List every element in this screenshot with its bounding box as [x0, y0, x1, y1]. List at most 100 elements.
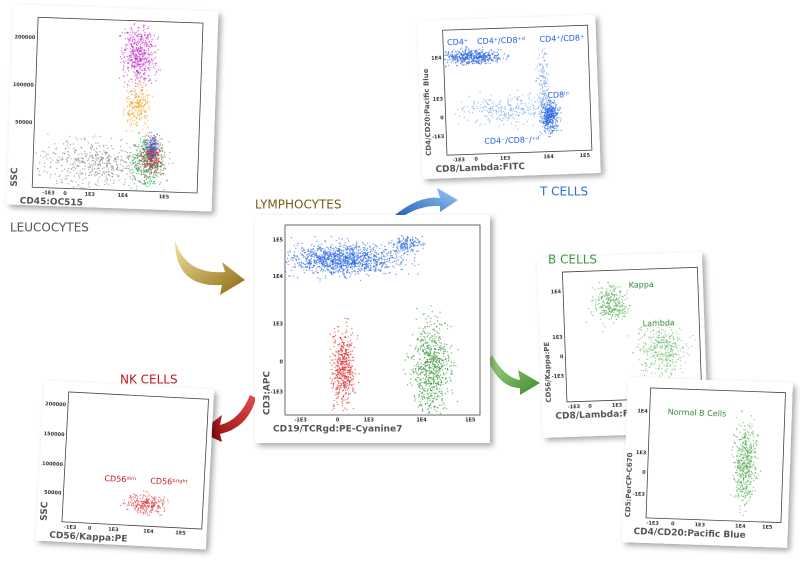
- event: [55, 147, 57, 149]
- event: [362, 241, 364, 244]
- event: [84, 187, 86, 189]
- event: [87, 159, 89, 162]
- event: [345, 261, 347, 263]
- event: [329, 265, 332, 267]
- x-tick-label: 1E4: [543, 154, 554, 160]
- event: [322, 251, 324, 253]
- event: [335, 391, 337, 394]
- event: [151, 40, 153, 43]
- y-tick-label: -1E3: [432, 134, 445, 140]
- event: [88, 162, 91, 165]
- event: [337, 271, 339, 274]
- event: [149, 69, 151, 71]
- event: [95, 151, 98, 154]
- event: [129, 175, 131, 178]
- event: [374, 251, 376, 254]
- event: [322, 260, 324, 262]
- event: [134, 75, 136, 77]
- event: [404, 240, 407, 242]
- event: [333, 252, 335, 254]
- event: [122, 169, 124, 172]
- event: [132, 42, 135, 45]
- event: [304, 251, 307, 254]
- event: [374, 268, 377, 270]
- event: [134, 71, 136, 74]
- event: [121, 170, 123, 173]
- event: [49, 176, 51, 178]
- event: [122, 67, 125, 70]
- event: [122, 69, 125, 71]
- event: [378, 257, 380, 259]
- event: [309, 266, 311, 268]
- event: [308, 267, 311, 270]
- event: [87, 166, 89, 168]
- event: [126, 83, 129, 86]
- event: [93, 164, 96, 166]
- event: [98, 145, 101, 147]
- event: [336, 259, 338, 262]
- event: [75, 136, 77, 139]
- event: [58, 160, 60, 162]
- event: [410, 239, 412, 241]
- event: [324, 265, 326, 267]
- event: [149, 79, 152, 81]
- event: [108, 171, 110, 173]
- event: [95, 147, 98, 150]
- event: [337, 384, 339, 387]
- population-label: CD4⁺/CD8⁺: [539, 33, 584, 44]
- event: [73, 175, 76, 177]
- event: [82, 159, 84, 162]
- event: [359, 252, 361, 254]
- event: [400, 268, 402, 271]
- event: [371, 250, 373, 252]
- event: [344, 254, 347, 256]
- event: [134, 32, 137, 34]
- event: [113, 180, 115, 182]
- event: [135, 66, 137, 68]
- event: [320, 263, 323, 265]
- event: [350, 263, 353, 266]
- event: [312, 248, 314, 250]
- event: [364, 267, 367, 269]
- event: [139, 39, 142, 41]
- event: [306, 254, 309, 256]
- event: [388, 257, 391, 260]
- event: [65, 158, 67, 160]
- event: [308, 259, 310, 261]
- event: [344, 264, 347, 267]
- event: [137, 77, 139, 80]
- event: [144, 40, 147, 42]
- event: [137, 72, 139, 75]
- event: [81, 172, 84, 174]
- event: [309, 264, 311, 266]
- event: [363, 252, 365, 254]
- event: [300, 262, 303, 264]
- event: [326, 268, 328, 270]
- event: [77, 160, 80, 162]
- event: [334, 261, 337, 264]
- event: [141, 76, 143, 78]
- event: [342, 255, 345, 258]
- event: [336, 401, 338, 403]
- event: [328, 255, 330, 257]
- event: [67, 174, 69, 177]
- event: [143, 82, 145, 84]
- event: [122, 165, 124, 167]
- event: [349, 249, 351, 251]
- event: [112, 147, 114, 150]
- event: [333, 248, 335, 250]
- event: [85, 155, 87, 158]
- event: [56, 182, 58, 185]
- event: [121, 47, 123, 49]
- event: [308, 250, 310, 253]
- event: [148, 41, 150, 43]
- event: [151, 60, 154, 62]
- event: [388, 241, 390, 243]
- event: [131, 171, 134, 174]
- event: [355, 265, 358, 268]
- event: [67, 151, 69, 153]
- event: [319, 278, 321, 280]
- event: [393, 266, 395, 268]
- event: [107, 184, 110, 186]
- y-axis-label: SSC: [10, 167, 21, 187]
